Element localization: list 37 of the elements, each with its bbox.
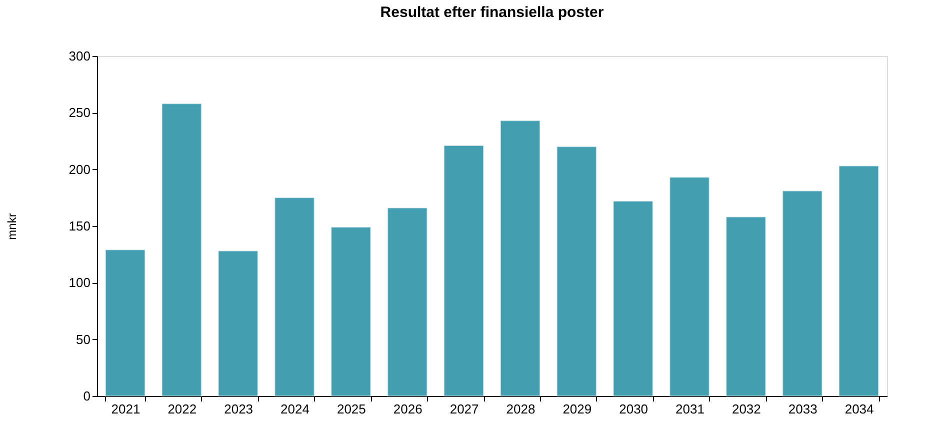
bar bbox=[838, 165, 880, 396]
y-tick-label: 0 bbox=[83, 388, 90, 404]
x-tick-label: 2029 bbox=[562, 402, 592, 416]
bar bbox=[556, 146, 597, 396]
x-tick-label: 2031 bbox=[676, 402, 704, 416]
bar bbox=[669, 176, 710, 396]
x-tick-label: 2034 bbox=[844, 402, 874, 416]
x-tick-label: 2027 bbox=[450, 402, 479, 416]
x-tick-label: 2033 bbox=[788, 402, 818, 416]
x-tick-label: 2022 bbox=[168, 402, 197, 416]
x-tick-label: 2028 bbox=[506, 402, 536, 416]
x-tick-label: 2024 bbox=[280, 402, 310, 416]
bar bbox=[274, 197, 315, 396]
x-tick-label: 2026 bbox=[393, 402, 422, 416]
bar bbox=[444, 145, 484, 396]
bar bbox=[218, 250, 258, 396]
chart-title: Resultat efter finansiella poster bbox=[380, 4, 604, 21]
y-tick-label: 100 bbox=[68, 275, 90, 290]
bar bbox=[387, 207, 428, 396]
y-axis-title: mnkr bbox=[4, 213, 19, 240]
bar bbox=[612, 200, 654, 396]
y-tick-label: 150 bbox=[68, 218, 90, 234]
x-tick-label: 2023 bbox=[224, 402, 254, 416]
y-tick-label: 250 bbox=[68, 105, 90, 120]
bar bbox=[161, 103, 202, 396]
x-tick-label: 2030 bbox=[619, 402, 648, 416]
y-tick-label: 200 bbox=[68, 162, 90, 177]
x-tick-label: 2025 bbox=[336, 402, 366, 416]
bar bbox=[500, 120, 540, 396]
bar bbox=[782, 190, 823, 396]
x-tick-label: 2032 bbox=[732, 402, 761, 416]
y-tick-label: 50 bbox=[76, 332, 90, 347]
bar bbox=[726, 216, 766, 396]
x-tick-label: 2021 bbox=[111, 402, 140, 416]
y-tick-label: 300 bbox=[68, 48, 90, 64]
bar bbox=[330, 226, 372, 396]
bar bbox=[104, 249, 146, 396]
